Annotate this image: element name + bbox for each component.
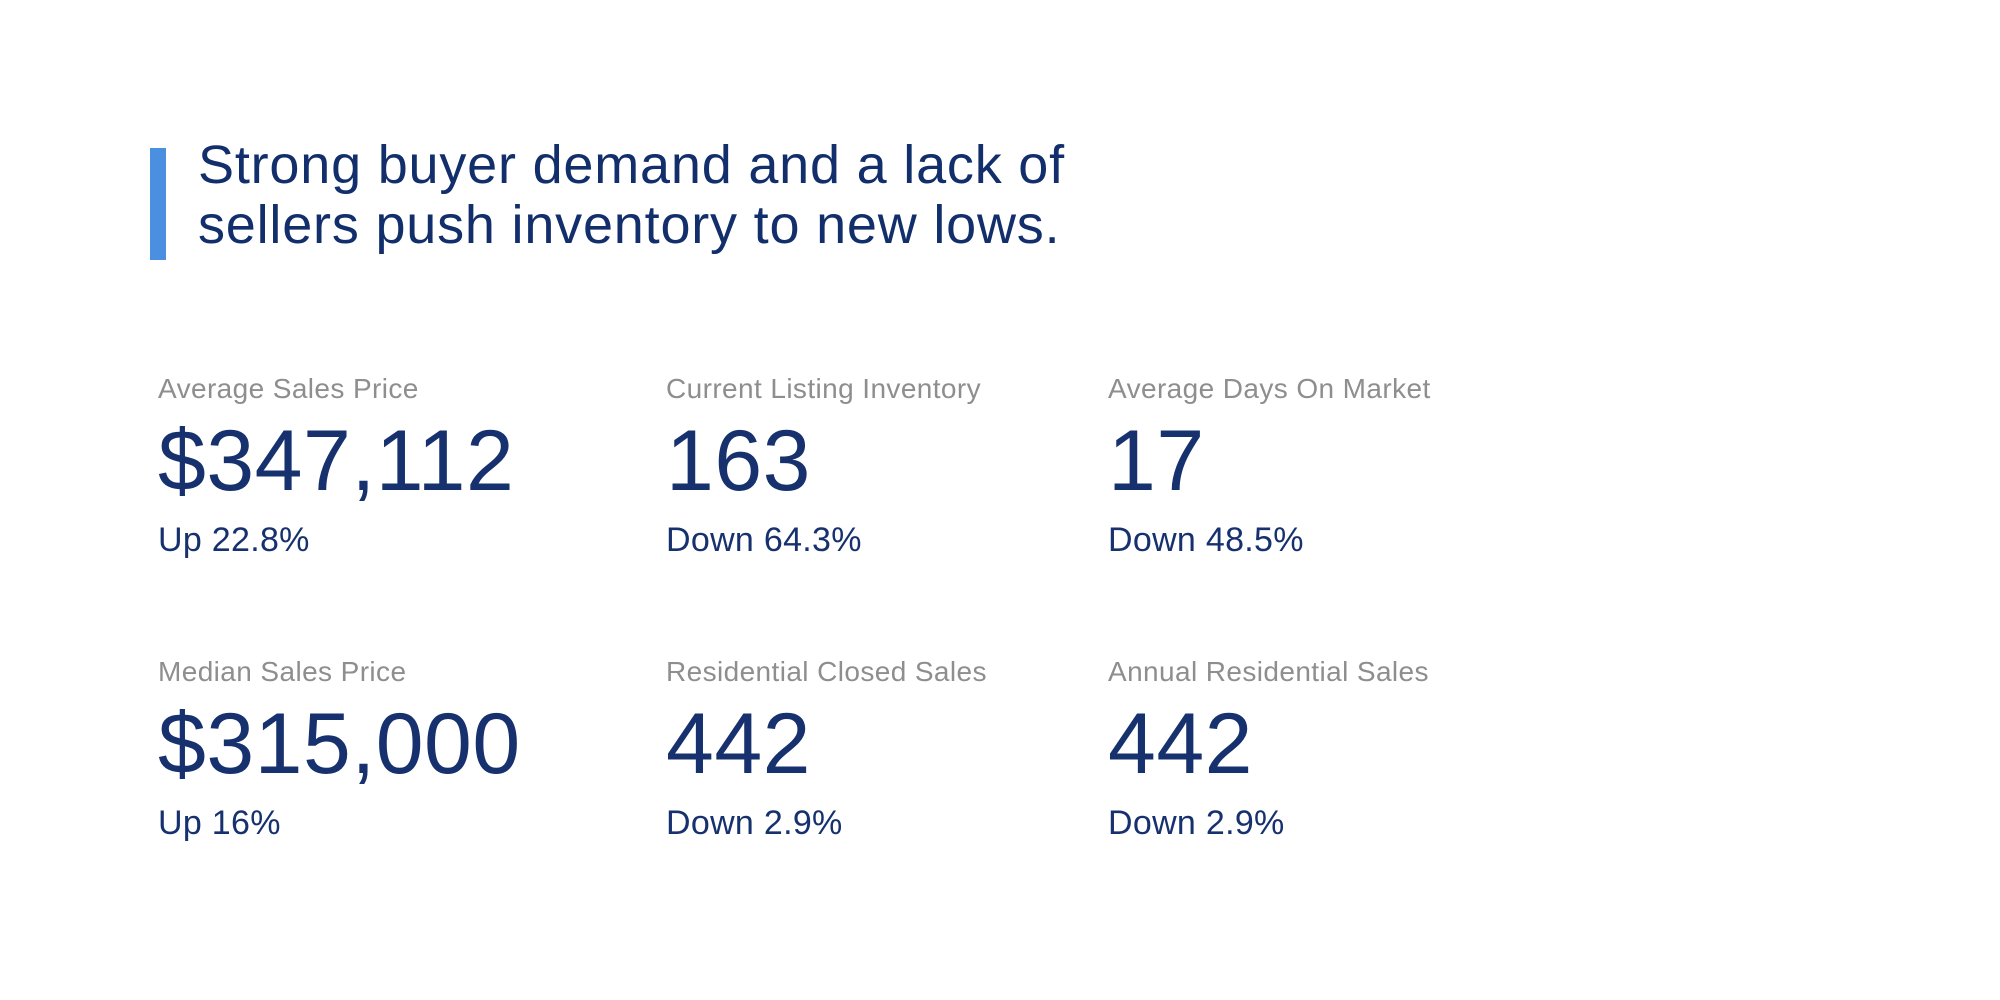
stat-card-annual-residential-sales: Annual Residential Sales 442 Down 2.9% xyxy=(1108,655,1588,843)
stat-label: Annual Residential Sales xyxy=(1108,656,1429,687)
headline-accent-bar xyxy=(150,148,166,260)
stat-card-current-listing-inventory: Current Listing Inventory 163 Down 64.3% xyxy=(666,372,1108,560)
stat-value: 442 xyxy=(1108,696,1253,792)
stat-value: $347,112 xyxy=(158,413,515,509)
stat-change: Down 64.3% xyxy=(666,521,862,559)
stat-change: Up 16% xyxy=(158,804,281,842)
stat-change: Down 2.9% xyxy=(666,804,843,842)
stat-change: Up 22.8% xyxy=(158,521,310,559)
stat-value: 442 xyxy=(666,696,811,792)
stat-card-average-sales-price: Average Sales Price $347,112 Up 22.8% xyxy=(158,372,666,560)
stat-label: Average Days On Market xyxy=(1108,373,1431,404)
stat-card-residential-closed-sales: Residential Closed Sales 442 Down 2.9% xyxy=(666,655,1108,843)
stat-label: Median Sales Price xyxy=(158,656,407,687)
stat-change: Down 48.5% xyxy=(1108,521,1304,559)
stat-card-average-days-on-market: Average Days On Market 17 Down 48.5% xyxy=(1108,372,1588,560)
headline: Strong buyer demand and a lack of seller… xyxy=(198,135,1065,255)
stat-label: Current Listing Inventory xyxy=(666,373,982,404)
stat-label: Residential Closed Sales xyxy=(666,656,987,687)
stats-grid: Average Sales Price $347,112 Up 22.8% Cu… xyxy=(158,372,1588,843)
stat-card-median-sales-price: Median Sales Price $315,000 Up 16% xyxy=(158,655,666,843)
headline-line-1: Strong buyer demand and a lack of xyxy=(198,135,1065,195)
stat-label: Average Sales Price xyxy=(158,373,419,404)
stat-value: $315,000 xyxy=(158,696,521,792)
stat-change: Down 2.9% xyxy=(1108,804,1285,842)
headline-line-2: sellers push inventory to new lows. xyxy=(198,195,1061,255)
stat-value: 17 xyxy=(1108,413,1205,509)
stat-value: 163 xyxy=(666,413,811,509)
